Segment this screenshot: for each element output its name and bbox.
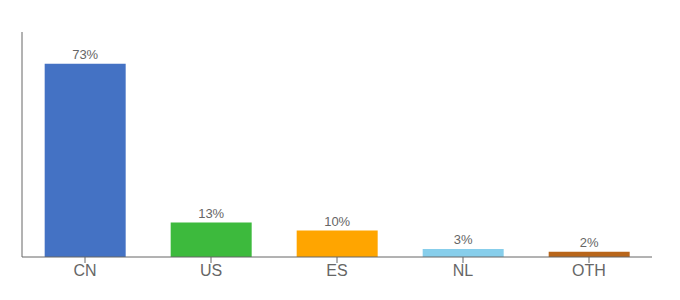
svg-text:2%: 2% <box>580 235 599 250</box>
svg-text:OTH: OTH <box>572 262 606 279</box>
svg-text:10%: 10% <box>324 214 350 229</box>
svg-text:US: US <box>200 262 222 279</box>
svg-text:CN: CN <box>73 262 96 279</box>
svg-text:ES: ES <box>326 262 347 279</box>
svg-text:73%: 73% <box>72 47 98 62</box>
svg-text:NL: NL <box>453 262 474 279</box>
svg-text:13%: 13% <box>198 206 224 221</box>
svg-text:3%: 3% <box>454 232 473 247</box>
